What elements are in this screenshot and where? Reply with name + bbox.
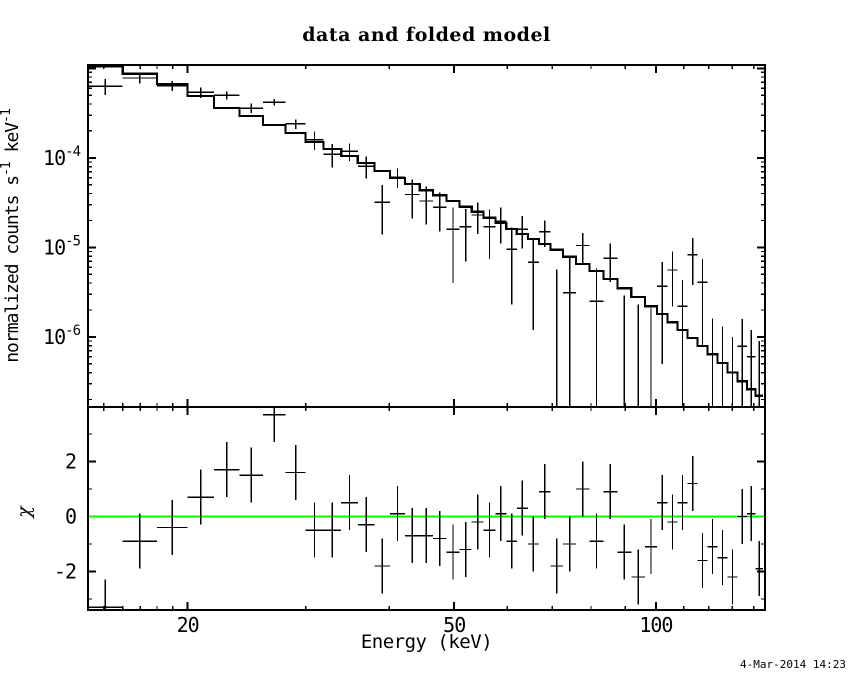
y-tick-label: 10-5 [43, 233, 81, 259]
y-tick-label: 10-6 [43, 323, 81, 349]
plot-frame [87, 64, 766, 611]
y-tick-label: 10-4 [43, 144, 81, 170]
x-tick-label: 50 [443, 613, 465, 637]
chi-axis-label: χ [13, 505, 35, 520]
top-panel-box [87, 64, 766, 408]
chi-tick-label: 2 [65, 449, 76, 473]
axis-ticks [88, 65, 765, 610]
spectrum-data-points [88, 73, 760, 407]
chi-tick-label: 0 [65, 504, 76, 528]
bottom-panel-box [87, 406, 766, 611]
x-tick-label: 20 [177, 613, 199, 637]
timestamp: 4-Mar-2014 14:23 [740, 658, 846, 671]
residual-points [88, 407, 764, 610]
chi-tick-label: -2 [54, 559, 76, 583]
x-axis-label: Energy (keV) [360, 631, 493, 653]
x-tick-label: 100 [639, 613, 672, 637]
y-axis-label: normalized counts s-1 keV-1 [0, 109, 23, 363]
chart-title: data and folded model [302, 24, 551, 46]
